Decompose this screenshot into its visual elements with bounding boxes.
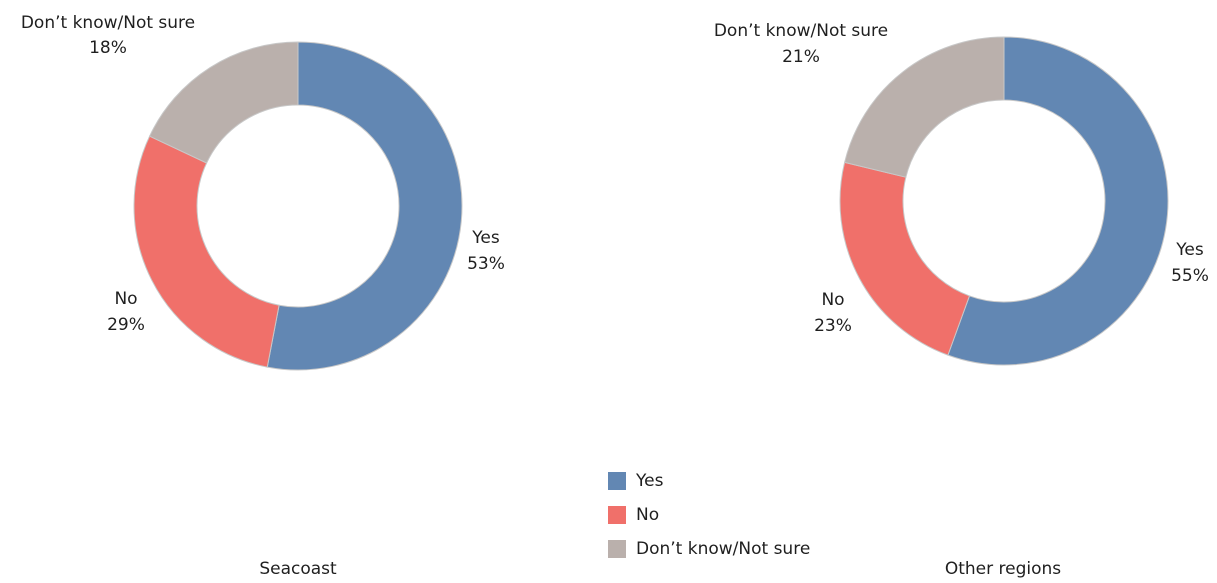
slice-category-label-no-0: No xyxy=(114,289,137,309)
slice-value-label-dont-know-0: 18% xyxy=(89,38,127,58)
legend-swatch-yes xyxy=(608,472,626,490)
donut-seacoast: Yes 53% No 29% Don’t know/Not sure 18% xyxy=(21,13,505,371)
slice-category-label-dont-know-1: Don’t know/Not sure xyxy=(714,21,888,41)
legend: Yes No Don’t know/Not sure xyxy=(608,464,810,566)
slice-value-label-yes-1: 55% xyxy=(1171,266,1209,286)
slice-dont-know-1[interactable] xyxy=(844,36,1005,178)
slice-category-label-dont-know-0: Don’t know/Not sure xyxy=(21,13,195,33)
slice-value-label-no-0: 29% xyxy=(107,315,145,335)
slice-category-label-no-1: No xyxy=(821,290,844,310)
panel-label-other-regions: Other regions xyxy=(944,559,1062,579)
legend-label-no: No xyxy=(636,505,660,525)
slice-yes-0[interactable] xyxy=(266,41,463,371)
slice-dont-know-0[interactable] xyxy=(148,41,299,164)
panel-label-seacoast: Seacoast xyxy=(259,559,337,579)
slice-no-0[interactable] xyxy=(133,135,280,368)
legend-item-dont-know[interactable]: Don’t know/Not sure xyxy=(608,532,810,566)
slice-value-label-dont-know-1: 21% xyxy=(782,47,820,67)
slice-category-label-yes-0: Yes xyxy=(471,228,500,248)
legend-item-yes[interactable]: Yes xyxy=(608,464,810,498)
legend-swatch-no xyxy=(608,506,626,524)
slice-category-label-yes-1: Yes xyxy=(1175,240,1204,260)
donut-other-regions: Yes 55% No 23% Don’t know/Not sure 21% xyxy=(714,21,1209,366)
legend-item-no[interactable]: No xyxy=(608,498,810,532)
slice-yes-1[interactable] xyxy=(947,36,1169,366)
legend-swatch-dont-know xyxy=(608,540,626,558)
slice-value-label-yes-0: 53% xyxy=(467,254,505,274)
legend-label-yes: Yes xyxy=(636,471,664,491)
legend-label-dont-know: Don’t know/Not sure xyxy=(636,539,811,559)
slice-no-1[interactable] xyxy=(839,161,971,356)
slice-value-label-no-1: 23% xyxy=(814,316,852,336)
